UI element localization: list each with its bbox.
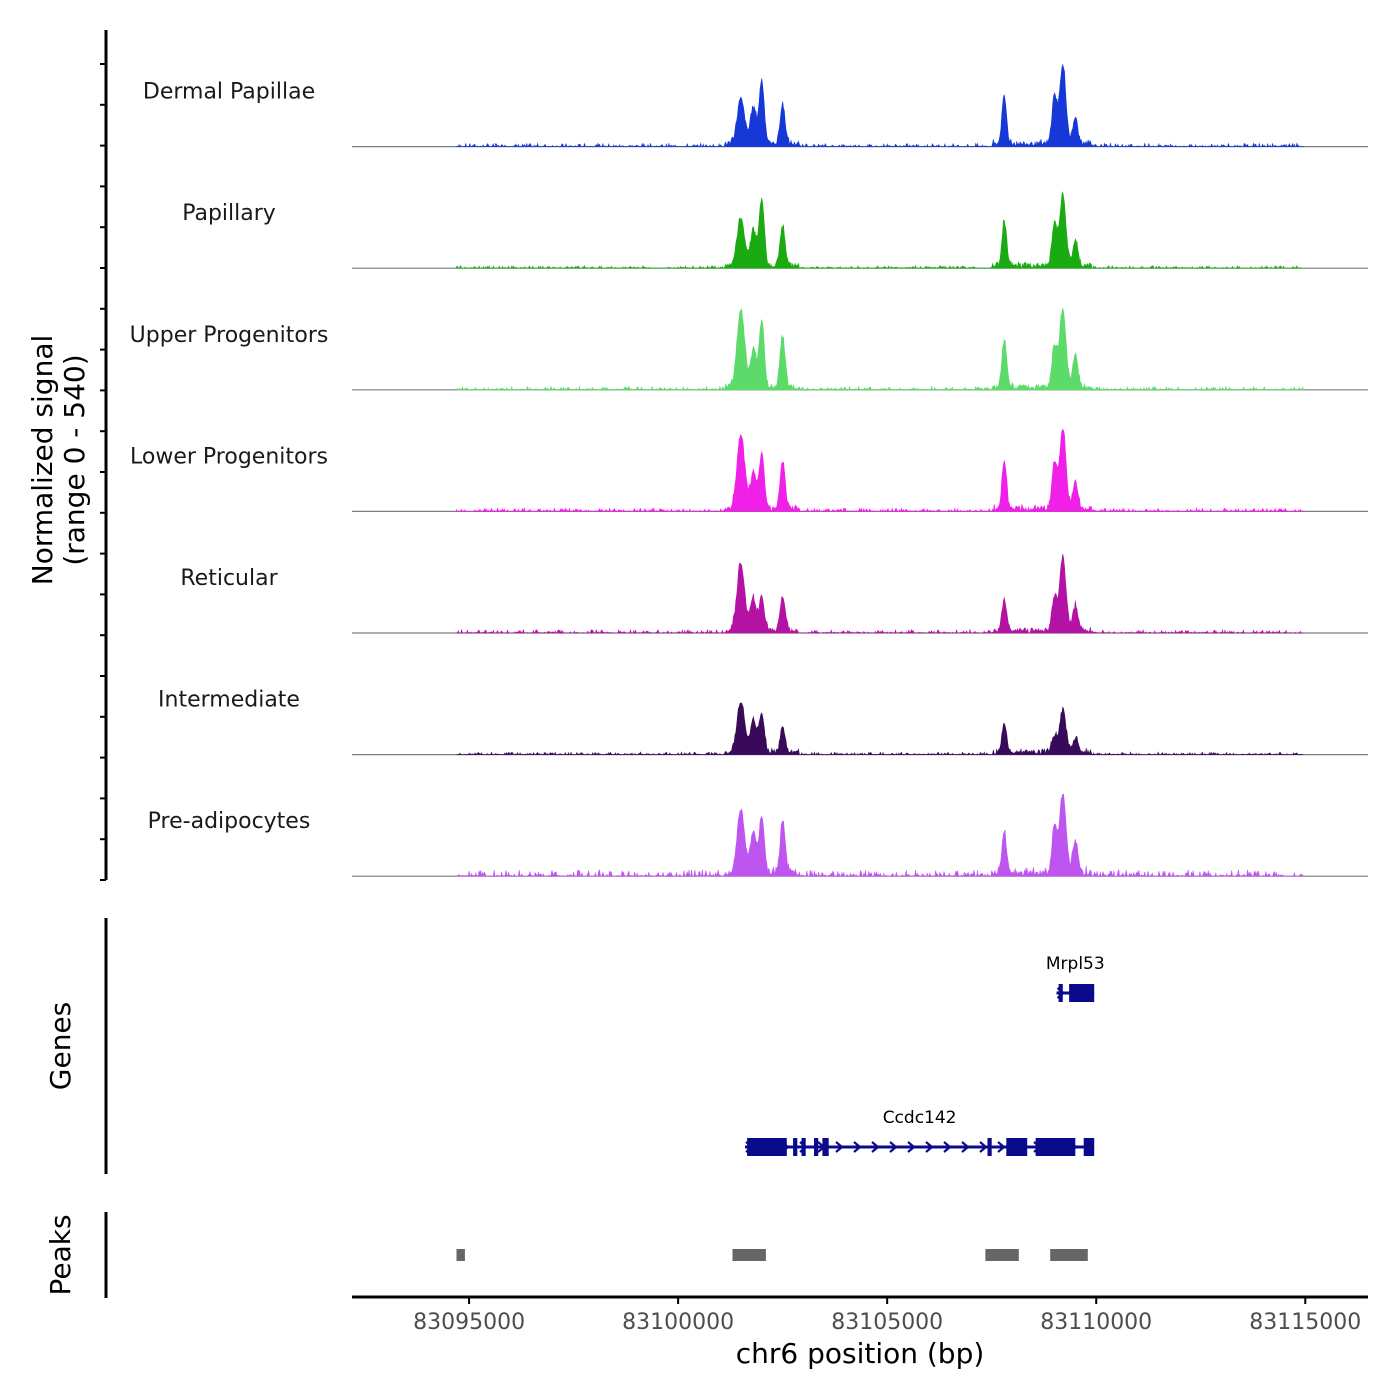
gene-label: Ccdc142 bbox=[883, 1108, 957, 1128]
strand-arrow bbox=[943, 1141, 952, 1153]
x-tick-label: 83115000 bbox=[1249, 1310, 1361, 1335]
exon bbox=[801, 1138, 806, 1156]
coverage-area bbox=[456, 428, 1304, 513]
y-axis-label-range: (range 0 - 540) bbox=[58, 354, 91, 565]
track-upper-progenitors: Upper Progenitors bbox=[130, 307, 1368, 391]
exon bbox=[1083, 1138, 1095, 1156]
track-label: Dermal Papillae bbox=[143, 80, 315, 105]
strand-arrow bbox=[889, 1141, 898, 1153]
coverage-area bbox=[455, 793, 1304, 878]
genes-label: Genes bbox=[44, 1002, 77, 1090]
strand-arrow bbox=[961, 1141, 970, 1153]
coverage-area bbox=[456, 307, 1304, 391]
coverage-area bbox=[456, 63, 1304, 148]
x-axis-label: chr6 position (bp) bbox=[736, 1337, 985, 1370]
gene-ccdc142: Ccdc142 bbox=[745, 1108, 1095, 1156]
exon bbox=[1035, 1138, 1076, 1156]
peak-region bbox=[732, 1249, 766, 1261]
track-label: Lower Progenitors bbox=[130, 444, 328, 469]
exon bbox=[1006, 1138, 1028, 1156]
track-dermal-papillae: Dermal Papillae bbox=[143, 63, 1368, 148]
strand-arrow bbox=[979, 1141, 988, 1153]
exon bbox=[987, 1138, 992, 1156]
coverage-tracks: Dermal Papillae Papillary Upper Progenitor… bbox=[130, 63, 1368, 878]
y-axis-label: Normalized signal bbox=[26, 335, 59, 586]
x-tick-label: 83110000 bbox=[1040, 1310, 1152, 1335]
peaks-label: Peaks bbox=[44, 1214, 77, 1295]
peak-regions bbox=[456, 1249, 1088, 1261]
strand-arrow bbox=[853, 1141, 862, 1153]
strand-arrow bbox=[835, 1141, 844, 1153]
track-intermediate: Intermediate bbox=[158, 688, 1368, 756]
exon bbox=[814, 1138, 819, 1156]
strand-arrow bbox=[925, 1141, 934, 1153]
coverage-area bbox=[456, 191, 1304, 269]
peak-region bbox=[1050, 1249, 1088, 1261]
strand-arrow bbox=[871, 1141, 880, 1153]
gene-models: Mrpl53 Ccdc142 bbox=[745, 954, 1105, 1156]
track-lower-progenitors: Lower Progenitors bbox=[130, 428, 1368, 513]
track-reticular: Reticular bbox=[180, 554, 1368, 635]
track-label: Upper Progenitors bbox=[130, 323, 329, 348]
track-label: Pre-adipocytes bbox=[148, 809, 311, 834]
coverage-area bbox=[456, 554, 1304, 635]
x-tick-label: 83100000 bbox=[622, 1310, 734, 1335]
track-label: Papillary bbox=[182, 201, 276, 226]
x-axis-ticks: 83095000 83100000 83105000 83110000 83115000 bbox=[413, 1297, 1361, 1335]
track-label: Intermediate bbox=[158, 688, 300, 713]
exon bbox=[747, 1138, 787, 1156]
strand-arrow bbox=[997, 1141, 1006, 1153]
track-label: Reticular bbox=[180, 566, 278, 591]
coverage-y-ticks bbox=[100, 63, 106, 881]
strand-arrow bbox=[907, 1141, 916, 1153]
peak-region bbox=[985, 1249, 1019, 1261]
peak-region bbox=[456, 1249, 465, 1261]
x-tick-label: 83095000 bbox=[413, 1310, 525, 1335]
exon bbox=[1069, 984, 1095, 1002]
exon bbox=[1058, 984, 1063, 1002]
exon bbox=[822, 1138, 829, 1156]
track-pre-adipocytes: Pre-adipocytes bbox=[148, 793, 1368, 878]
x-tick-label: 83105000 bbox=[831, 1310, 943, 1335]
gene-mrpl53: Mrpl53 bbox=[1046, 954, 1105, 1002]
coverage-area bbox=[456, 702, 1304, 756]
exon bbox=[793, 1138, 798, 1156]
track-papillary: Papillary bbox=[182, 191, 1368, 269]
gene-label: Mrpl53 bbox=[1046, 954, 1105, 974]
